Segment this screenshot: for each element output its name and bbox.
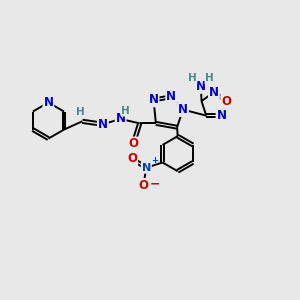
Text: O: O [128, 137, 138, 151]
Text: N: N [98, 118, 108, 131]
Text: O: O [127, 152, 137, 165]
Text: N: N [148, 93, 158, 106]
Text: O: O [138, 179, 148, 192]
Text: N: N [209, 85, 219, 99]
Text: N: N [166, 90, 176, 104]
Text: N: N [44, 96, 53, 109]
Text: N: N [178, 103, 188, 116]
Text: N: N [142, 163, 151, 173]
Text: H: H [206, 73, 214, 83]
Text: H: H [122, 106, 130, 116]
Text: N: N [217, 109, 226, 122]
Text: N: N [196, 80, 206, 93]
Text: H: H [76, 107, 85, 118]
Text: N: N [116, 112, 126, 125]
Text: −: − [150, 177, 160, 190]
Text: +: + [151, 156, 158, 165]
Text: O: O [221, 94, 231, 108]
Text: H: H [188, 73, 197, 83]
